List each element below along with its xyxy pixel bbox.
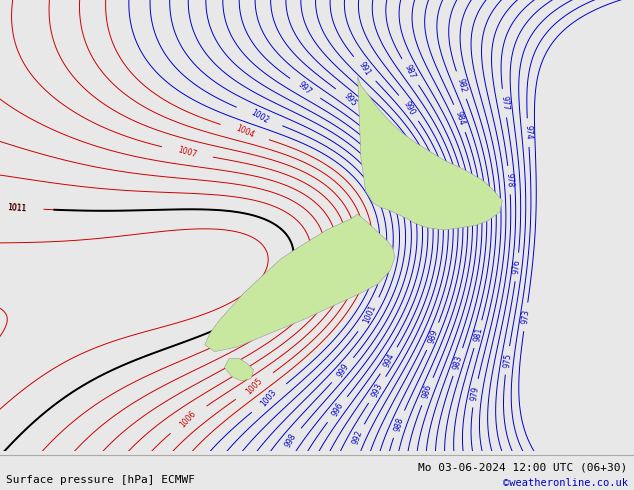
Text: 1011: 1011 [8, 203, 27, 213]
Text: 995: 995 [342, 91, 358, 108]
Polygon shape [205, 214, 395, 352]
Text: 1007: 1007 [177, 145, 198, 159]
Text: 997: 997 [297, 80, 313, 97]
Text: 973: 973 [521, 309, 531, 324]
Text: 996: 996 [330, 401, 345, 418]
Text: 989: 989 [427, 328, 439, 344]
Text: 994: 994 [382, 352, 396, 369]
Text: 977: 977 [499, 96, 510, 111]
Text: 986: 986 [421, 383, 434, 400]
Text: 991: 991 [357, 60, 372, 77]
Polygon shape [358, 76, 502, 230]
Text: 978: 978 [504, 172, 514, 188]
Text: 1006: 1006 [178, 409, 198, 430]
Text: 981: 981 [472, 326, 484, 342]
Text: 993: 993 [370, 381, 384, 398]
Text: ©weatheronline.co.uk: ©weatheronline.co.uk [503, 478, 628, 488]
Text: Surface pressure [hPa] ECMWF: Surface pressure [hPa] ECMWF [6, 475, 195, 485]
Text: 990: 990 [401, 99, 417, 117]
Text: 999: 999 [335, 362, 351, 379]
Text: 998: 998 [284, 432, 299, 449]
Text: 982: 982 [455, 77, 467, 93]
Text: 1005: 1005 [245, 376, 264, 396]
Text: 984: 984 [453, 110, 466, 126]
Text: 988: 988 [392, 416, 405, 432]
Text: Mo 03-06-2024 12:00 UTC (06+30): Mo 03-06-2024 12:00 UTC (06+30) [418, 463, 628, 473]
Text: 992: 992 [351, 429, 364, 446]
Text: 1004: 1004 [234, 124, 256, 140]
Text: 974: 974 [523, 125, 533, 140]
Text: 976: 976 [512, 259, 522, 274]
Polygon shape [224, 358, 254, 381]
Text: 1001: 1001 [361, 304, 377, 325]
Text: 1011: 1011 [8, 203, 27, 213]
Text: 1003: 1003 [259, 388, 279, 408]
Text: 987: 987 [403, 64, 417, 80]
Text: 979: 979 [470, 385, 481, 401]
Text: 975: 975 [502, 353, 512, 368]
Text: 1002: 1002 [249, 108, 270, 125]
Text: 983: 983 [452, 354, 464, 370]
